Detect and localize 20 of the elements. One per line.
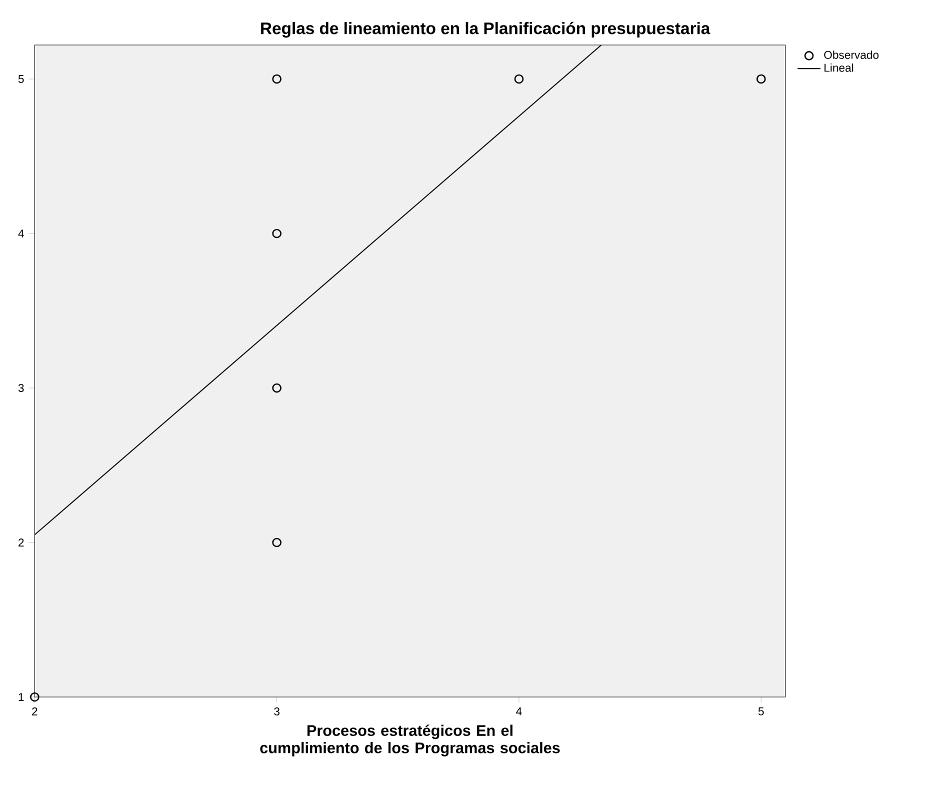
point (514, 74, 524, 84)
legend-label: Lineal (824, 63, 854, 72)
point (756, 74, 766, 84)
x-axis-title: Procesos estratégicos En el cumplimiento de los Programas sociales (260, 724, 560, 756)
point (272, 74, 282, 84)
x-tick-label: 2 (32, 707, 38, 716)
chart-title: Reglas de lineamiento en la Planificación presupuestaria (261, 22, 710, 38)
point (272, 383, 282, 393)
y-tick-label: 4 (18, 230, 24, 238)
point (272, 538, 282, 548)
y-tick-label: 1 (18, 693, 24, 701)
y-tick-label: 3 (18, 384, 24, 392)
legend-label: Observado (824, 50, 879, 59)
x-tick-label: 3 (274, 707, 280, 716)
point (272, 228, 282, 238)
x-tick-label: 4 (516, 707, 522, 716)
y-tick-label: 5 (18, 75, 24, 83)
x-tick-label: 5 (758, 707, 764, 716)
y-tick-label: 2 (18, 538, 24, 546)
point (30, 692, 40, 702)
